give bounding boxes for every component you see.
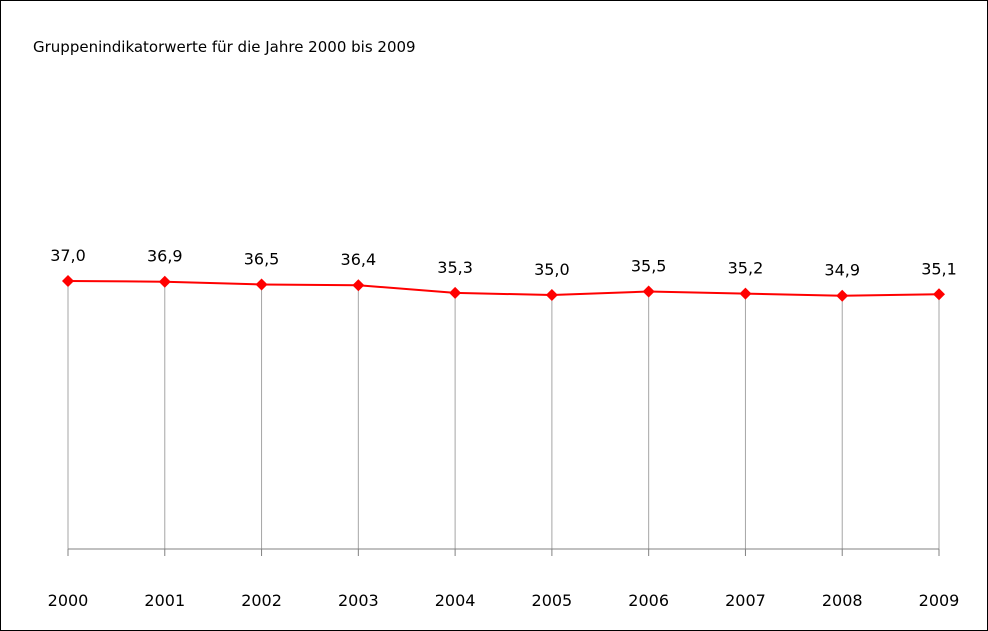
x-tick-label: 2008 bbox=[822, 591, 863, 610]
series-line bbox=[67, 280, 940, 297]
tick-labels: 2000 2001 2002 2003 2004 2005 2006 2007 2008 2009 bbox=[48, 591, 960, 610]
chart-title: Gruppenindikatorwerte für die Jahre 2000… bbox=[33, 38, 416, 56]
x-tick-label: 2002 bbox=[241, 591, 282, 610]
x-tick-label: 2000 bbox=[48, 591, 89, 610]
data-labels: 37,0 36,9 36,5 36,4 35,3 35,0 35,5 35,2 34,9 35,1 bbox=[50, 246, 957, 280]
x-tick-label: 2005 bbox=[532, 591, 573, 610]
data-label: 36,4 bbox=[341, 250, 377, 269]
x-tick-label: 2007 bbox=[725, 591, 766, 610]
data-label: 35,2 bbox=[728, 259, 764, 278]
data-label: 36,9 bbox=[147, 247, 183, 266]
data-point-marker bbox=[836, 289, 849, 302]
data-label: 37,0 bbox=[50, 246, 86, 265]
data-point-marker bbox=[642, 285, 655, 298]
data-point-marker bbox=[62, 275, 74, 287]
data-label: 36,5 bbox=[244, 250, 280, 269]
x-axis bbox=[67, 548, 940, 556]
x-tick-label: 2006 bbox=[628, 591, 669, 610]
data-point-marker bbox=[352, 279, 365, 292]
x-tick-label: 2009 bbox=[919, 591, 960, 610]
data-point-marker bbox=[158, 275, 171, 288]
series bbox=[62, 275, 945, 302]
x-tick-label: 2001 bbox=[144, 591, 185, 610]
data-point-marker bbox=[545, 289, 558, 301]
drop-lines bbox=[67, 281, 940, 549]
data-point-marker bbox=[255, 278, 268, 291]
x-tick-label: 2004 bbox=[435, 591, 476, 610]
x-tick-label: 2003 bbox=[338, 591, 379, 610]
data-label: 35,5 bbox=[631, 257, 667, 276]
data-label: 34,9 bbox=[824, 261, 860, 280]
data-point-marker bbox=[449, 286, 462, 299]
data-point-marker bbox=[739, 287, 752, 300]
data-label: 35,3 bbox=[437, 258, 473, 277]
data-label: 35,1 bbox=[921, 259, 957, 278]
data-point-marker bbox=[933, 288, 945, 301]
data-label: 35,0 bbox=[534, 260, 570, 279]
